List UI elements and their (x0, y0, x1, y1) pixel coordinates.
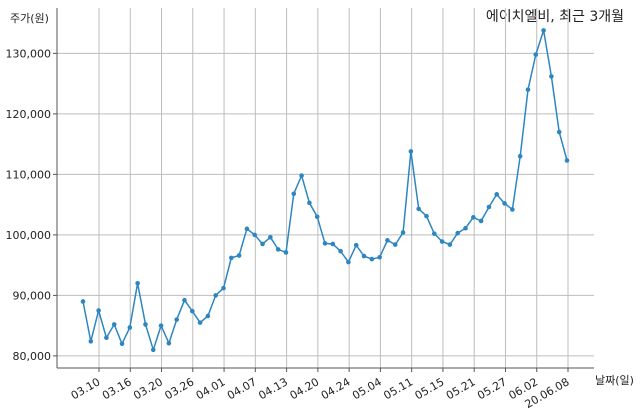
data-point (314, 214, 320, 220)
y-axis-label: 주가(원) (10, 12, 49, 25)
x-tick-label: 04.13 (256, 375, 290, 402)
data-point (189, 308, 195, 314)
x-tick-label: 04.24 (319, 375, 353, 402)
data-point (307, 200, 312, 206)
axes (53, 8, 594, 372)
data-point (549, 74, 554, 79)
y-tick-label: 110,000 (6, 168, 52, 181)
data-point (541, 28, 546, 33)
data-point (361, 253, 367, 259)
data-point (260, 241, 265, 247)
series-line (82, 30, 568, 353)
data-point (517, 153, 523, 159)
data-point (158, 323, 164, 328)
data-point (283, 250, 289, 255)
data-point (346, 259, 351, 265)
data-point (127, 325, 133, 330)
data-point (80, 299, 86, 304)
data-point (330, 241, 336, 247)
data-point (182, 297, 187, 303)
data-point (205, 313, 211, 319)
y-tick-label: 100,000 (6, 229, 52, 242)
data-point (471, 215, 476, 220)
data-point (119, 341, 125, 347)
data-point (268, 235, 273, 240)
data-point (96, 308, 101, 313)
data-point (369, 256, 375, 262)
y-tick-labels: 80,000 90,000 100,000 110,000 120,000 130,000 (6, 47, 52, 363)
data-point (197, 320, 203, 325)
data-point (166, 340, 172, 346)
data-point (564, 158, 570, 163)
data-point (174, 317, 179, 322)
data-point (502, 201, 507, 206)
x-tick-label: 05.27 (475, 375, 509, 402)
data-point (392, 242, 398, 247)
y-tick-label: 130,000 (6, 47, 52, 60)
y-tick-label: 80,000 (13, 350, 52, 363)
x-tick-label: 04.20 (288, 375, 322, 402)
data-point (510, 207, 515, 212)
data-point (447, 242, 453, 247)
data-point (213, 293, 219, 298)
data-point (533, 52, 539, 57)
data-point (229, 255, 234, 261)
data-point (299, 173, 304, 178)
x-tick-label: 05.11 (381, 375, 415, 402)
data-point (111, 322, 117, 327)
data-point (150, 347, 156, 353)
data-point (486, 204, 492, 210)
data-point (478, 218, 484, 224)
x-tick-labels: 03.1003.1603.2003.2604.0104.0704.1304.20… (69, 375, 572, 409)
data-point (244, 226, 250, 232)
x-tick-label: 03.16 (100, 375, 134, 402)
data-point (494, 192, 500, 197)
data-point (385, 238, 390, 243)
data-point (338, 248, 343, 254)
data-point (353, 242, 359, 248)
data-point (275, 247, 281, 252)
data-point (525, 87, 531, 92)
y-tick-label: 90,000 (13, 289, 52, 302)
data-point (455, 230, 461, 236)
x-tick-label: 03.26 (163, 375, 197, 402)
data-point (556, 129, 562, 135)
data-point (439, 239, 445, 244)
x-tick-label: 03.10 (69, 375, 103, 402)
data-point (416, 206, 421, 212)
data-point (424, 213, 429, 219)
data-point (104, 335, 109, 341)
x-tick-label: 03.20 (131, 375, 165, 402)
data-point (135, 280, 140, 286)
y-tick-label: 120,000 (6, 108, 52, 121)
x-tick-label: 05.15 (413, 375, 447, 402)
x-tick-label: 05.04 (350, 375, 384, 402)
data-point (377, 254, 382, 260)
data-point (88, 339, 94, 344)
x-tick-label: 05.21 (444, 375, 478, 402)
x-axis-label: 날짜(일) (595, 374, 634, 387)
data-point (463, 225, 468, 231)
data-point (408, 149, 414, 154)
x-tick-label: 04.07 (225, 375, 259, 402)
data-point (143, 322, 148, 327)
x-tick-label: 04.01 (194, 375, 228, 402)
data-point (252, 232, 258, 238)
data-point (322, 241, 328, 246)
data-point (236, 253, 242, 258)
price-series (80, 28, 570, 353)
grid (57, 8, 594, 368)
chart-title: 에이치엘비, 최근 3개월 (485, 9, 624, 25)
data-point (400, 230, 406, 235)
data-point (221, 285, 226, 291)
data-point (291, 191, 297, 197)
data-point (431, 231, 437, 236)
